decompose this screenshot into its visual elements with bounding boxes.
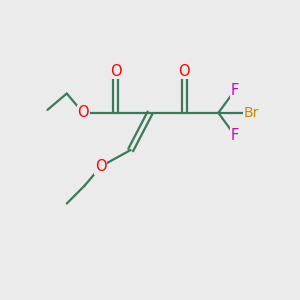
- Text: O: O: [110, 64, 122, 79]
- Text: O: O: [178, 64, 190, 79]
- Text: O: O: [77, 105, 89, 120]
- Text: Br: Br: [243, 106, 259, 120]
- Text: O: O: [95, 159, 107, 174]
- Text: F: F: [231, 128, 239, 142]
- Text: F: F: [231, 83, 239, 98]
